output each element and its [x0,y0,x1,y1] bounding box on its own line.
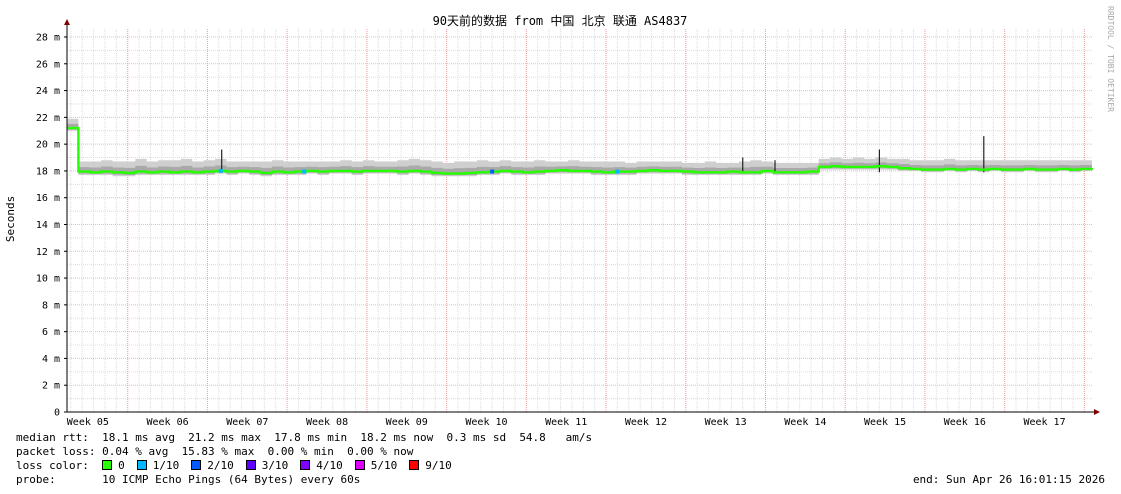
y-tick-label: 20 m [36,140,60,151]
loss-color-text: 4/10 [316,459,343,472]
loss-color-label: loss color: [16,459,103,472]
y-tick-label: 16 m [36,193,60,204]
loss-point [302,169,307,174]
loss-color-swatch [300,460,311,470]
y-tick-label: 6 m [42,327,60,338]
loss-point [218,168,223,173]
loss-color-item: 0 [102,459,125,472]
y-tick-label: 28 m [36,33,60,44]
y-tick-label: 10 m [36,274,60,285]
x-tick-label: Week 05 [67,417,109,428]
x-tick-label: Week 17 [1023,417,1065,428]
y-axis-arrow [64,19,70,25]
y-tick-label: 12 m [36,247,60,258]
loss-color-item: 5/10 [354,459,398,472]
smoke-band-inner [67,123,1092,176]
loss-color-text: 2/10 [207,459,234,472]
loss-color-item: 9/10 [409,459,452,472]
loss-color-text: 1/10 [152,459,180,472]
loss-color-item: 4/10 [300,459,343,472]
loss-color-text: 9/10 [425,459,452,472]
x-tick-label: Week 12 [625,417,667,428]
end-time: end: Sun Apr 26 16:01:15 2026 [912,473,1105,486]
loss-color-legend: loss color: 0 1/10 2/10 3/10 4/10 5/10 9/10 [16,459,464,473]
loss-color-item: 2/10 [191,459,234,472]
median-rtt-stats: median rtt: 18.1 ms avg 21.2 ms max 17.8… [16,431,593,444]
rrdtool-watermark: RRDTOOL / TOBI OETIKER [1106,6,1115,112]
x-tick-label: Week 15 [864,417,906,428]
x-tick-label: Week 11 [545,417,587,428]
smoke-band-outer [67,118,1092,177]
x-tick-label: Week 06 [147,417,189,428]
chart-title: 90天前的数据 from 中国 北京 联通 AS4837 [433,13,688,28]
loss-color-swatch [245,460,256,470]
loss-color-swatch [102,460,113,470]
loss-color-swatch [136,460,147,470]
loss-color-item: 3/10 [245,459,289,472]
loss-color-swatch [191,460,202,470]
y-tick-label: 0 [54,408,60,419]
y-tick-label: 18 m [36,166,60,177]
y-tick-label: 4 m [42,354,60,365]
loss-color-swatch [409,460,420,470]
loss-color-text: 3/10 [261,459,289,472]
y-tick-label: 26 m [36,59,60,70]
median-line [67,126,1094,175]
x-tick-label: Week 14 [784,417,826,428]
loss-point [615,169,620,174]
loss-color-text: 5/10 [370,459,398,472]
x-tick-label: Week 13 [705,417,747,428]
x-tick-label: Week 08 [306,417,348,428]
x-tick-label: Week 16 [944,417,986,428]
y-tick-label: 8 m [42,300,60,311]
probe-info: probe: 10 ICMP Echo Pings (64 Bytes) eve… [16,473,361,486]
loss-color-text: 0 [118,459,125,472]
y-tick-label: 14 m [36,220,60,231]
y-tick-label: 2 m [42,381,60,392]
x-tick-label: Week 09 [386,417,428,428]
loss-color-item: 1/10 [136,459,180,472]
x-tick-label: Week 07 [226,417,268,428]
x-axis-arrow [1094,409,1100,415]
y-tick-label: 24 m [36,86,60,97]
packet-loss-stats: packet loss: 0.04 % avg 15.83 % max 0.00… [16,445,414,458]
y-axis-label: Seconds [4,196,17,242]
loss-color-swatch [354,460,365,470]
y-tick-label: 22 m [36,113,60,124]
loss-point [490,169,495,174]
x-tick-label: Week 10 [465,417,507,428]
